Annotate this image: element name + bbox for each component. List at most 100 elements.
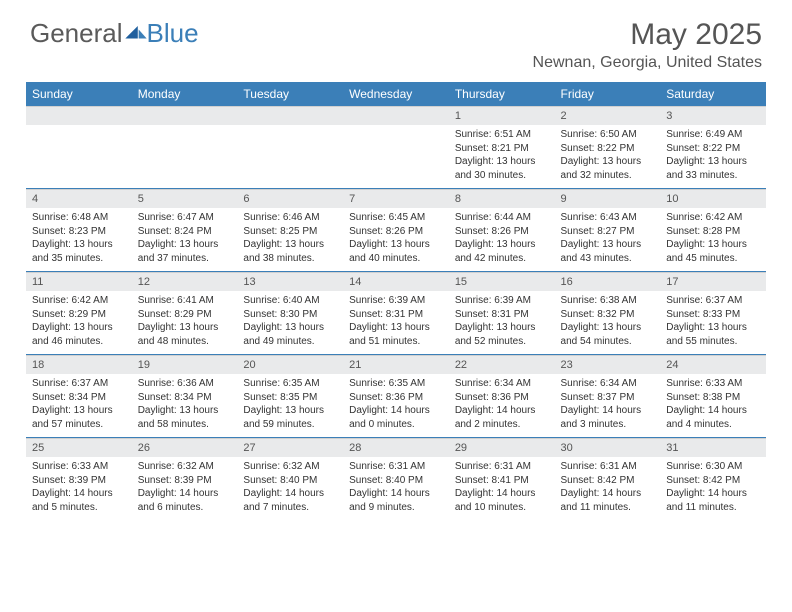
day-detail-cell: Sunrise: 6:43 AMSunset: 8:27 PMDaylight:… xyxy=(555,208,661,272)
day-number-cell: 28 xyxy=(343,439,449,458)
sunset-text: Sunset: 8:33 PM xyxy=(666,309,740,320)
sunrise-text: Sunrise: 6:31 AM xyxy=(349,461,425,472)
day-detail-cell: Sunrise: 6:34 AM Sunset: 8:36 PM Daylight:… xyxy=(449,374,555,438)
day-number-cell: 13 xyxy=(237,273,343,292)
sunrise-text: Sunrise: 6:41 AM xyxy=(138,295,214,306)
sunset-text: Sunset: 8:30 PM xyxy=(243,309,317,320)
sunset-text: Sunset: 8:35 PM xyxy=(243,392,317,403)
day-number-cell: 4 xyxy=(26,190,132,209)
day-number-cell xyxy=(237,107,343,126)
daylight-text: Daylight: 14 hours and 7 minutes. xyxy=(243,488,324,513)
daylight-text: Daylight: 14 hours and 0 minutes. xyxy=(349,405,430,430)
day-number-cell: 6 xyxy=(237,190,343,209)
sunset-text: Sunset: 8:31 PM xyxy=(455,309,529,320)
sunset-text: Sunset: 8:32 PM xyxy=(561,309,635,320)
daylight-text: Daylight: 13 hours and 54 minutes. xyxy=(561,322,642,347)
day-detail-cell: Sunrise: 6:51 AMSunset: 8:21 PMDaylight:… xyxy=(449,125,555,189)
daylight-text: Daylight: 14 hours and 5 minutes. xyxy=(32,488,113,513)
daylight-text: Daylight: 14 hours and 2 minutes. xyxy=(455,405,536,430)
sunset-text: Sunset: 8:22 PM xyxy=(561,143,635,154)
day-detail-cell: Sunrise: 6:36 AMSunset: 8:34 PMDaylight:… xyxy=(132,374,238,438)
day-detail-cell xyxy=(343,125,449,189)
day-number-cell: 2 xyxy=(555,107,661,126)
day-detail-cell: Sunrise: 6:31 AMSunset: 8:42 PMDaylight:… xyxy=(555,457,661,520)
sunset-text: Sunset: 8:24 PM xyxy=(138,226,212,237)
sunset-text: Sunset: 8:36 PM xyxy=(455,392,529,403)
sunrise-text: Sunrise: 6:44 AM xyxy=(455,212,531,223)
sunrise-text: Sunrise: 6:47 AM xyxy=(138,212,214,223)
sunset-text: Sunset: 8:23 PM xyxy=(32,226,106,237)
day-number-cell: 18 xyxy=(26,356,132,375)
day-number-cell: 24 xyxy=(660,356,766,375)
sunrise-text: Sunrise: 6:35 AM xyxy=(349,378,425,389)
day-number-cell xyxy=(343,107,449,126)
sunset-text: Sunset: 8:34 PM xyxy=(138,392,212,403)
sunset-text: Sunset: 8:39 PM xyxy=(32,475,106,486)
daylight-text: Daylight: 13 hours and 58 minutes. xyxy=(138,405,219,430)
sunrise-text: Sunrise: 6:34 AM xyxy=(455,378,531,389)
day-number-cell: 29 xyxy=(449,439,555,458)
sunrise-text: Sunrise: 6:32 AM xyxy=(138,461,214,472)
sunrise-text: Sunrise: 6:31 AM xyxy=(561,461,637,472)
month-title: May 2025 xyxy=(533,18,762,52)
day-header-monday: Monday xyxy=(132,82,238,107)
day-detail-cell: Sunrise: 6:42 AMSunset: 8:28 PMDaylight:… xyxy=(660,208,766,272)
title-block: May 2025 Newnan, Georgia, United States xyxy=(533,18,762,72)
location-text: Newnan, Georgia, United States xyxy=(533,54,762,72)
sunset-text: Sunset: 8:22 PM xyxy=(666,143,740,154)
day-number-cell: 7 xyxy=(343,190,449,209)
sunset-text: Sunset: 8:21 PM xyxy=(455,143,529,154)
daylight-text: Daylight: 13 hours and 55 minutes. xyxy=(666,322,747,347)
day-number-cell: 19 xyxy=(132,356,238,375)
day-number-cell: 22 xyxy=(449,356,555,375)
day-number-cell: 9 xyxy=(555,190,661,209)
daylight-text: Daylight: 13 hours and 57 minutes. xyxy=(32,405,113,430)
day-number-cell: 14 xyxy=(343,273,449,292)
header: General Blue May 2025 Newnan, Georgia, U… xyxy=(0,0,792,76)
sunrise-text: Sunrise: 6:37 AM xyxy=(666,295,742,306)
brand-sail-icon xyxy=(125,26,147,42)
day-header-wednesday: Wednesday xyxy=(343,82,449,107)
day-detail-cell: Sunrise: 6:49 AMSunset: 8:22 PMDaylight:… xyxy=(660,125,766,189)
day-detail-cell: Sunrise: 6:31 AMSunset: 8:40 PMDaylight:… xyxy=(343,457,449,520)
day-detail-cell: Sunrise: 6:32 AMSunset: 8:40 PMDaylight:… xyxy=(237,457,343,520)
day-detail-cell: Sunrise: 6:40 AMSunset: 8:30 PMDaylight:… xyxy=(237,291,343,355)
sunrise-text: Sunrise: 6:38 AM xyxy=(561,295,637,306)
brand-part2: Blue xyxy=(147,18,199,49)
sunrise-text: Sunrise: 6:33 AM xyxy=(32,461,108,472)
daylight-text: Daylight: 13 hours and 52 minutes. xyxy=(455,322,536,347)
day-detail-cell: Sunrise: 6:35 AMSunset: 8:35 PMDaylight:… xyxy=(237,374,343,438)
day-number-cell: 25 xyxy=(26,439,132,458)
sunrise-text: Sunrise: 6:34 AM xyxy=(561,378,637,389)
daylight-text: Daylight: 13 hours and 45 minutes. xyxy=(666,239,747,264)
daylight-text: Daylight: 13 hours and 46 minutes. xyxy=(32,322,113,347)
day-number-cell: 23 xyxy=(555,356,661,375)
day-detail-cell: Sunrise: 6:32 AMSunset: 8:39 PMDaylight:… xyxy=(132,457,238,520)
daylight-text: Daylight: 14 hours and 10 minutes. xyxy=(455,488,536,513)
day-detail-cell: Sunrise: 6:47 AMSunset: 8:24 PMDaylight:… xyxy=(132,208,238,272)
day-header-sunday: Sunday xyxy=(26,82,132,107)
daylight-text: Daylight: 14 hours and 6 minutes. xyxy=(138,488,219,513)
calendar-table: SundayMondayTuesdayWednesdayThursdayFrid… xyxy=(26,82,766,520)
sunset-text: Sunset: 8:29 PM xyxy=(32,309,106,320)
day-detail-cell: Sunrise: 6:48 AMSunset: 8:23 PMDaylight:… xyxy=(26,208,132,272)
sunset-text: Sunset: 8:31 PM xyxy=(349,309,423,320)
day-detail-cell: Sunrise: 6:31 AMSunset: 8:41 PMDaylight:… xyxy=(449,457,555,520)
daylight-text: Daylight: 13 hours and 32 minutes. xyxy=(561,156,642,181)
sunset-text: Sunset: 8:26 PM xyxy=(349,226,423,237)
sunrise-text: Sunrise: 6:49 AM xyxy=(666,129,742,140)
day-detail-cell: Sunrise: 6:44 AMSunset: 8:26 PMDaylight:… xyxy=(449,208,555,272)
sunset-text: Sunset: 8:42 PM xyxy=(666,475,740,486)
day-number-cell: 26 xyxy=(132,439,238,458)
sunrise-text: Sunrise: 6:48 AM xyxy=(32,212,108,223)
sunset-text: Sunset: 8:34 PM xyxy=(32,392,106,403)
daylight-text: Daylight: 14 hours and 11 minutes. xyxy=(561,488,642,513)
sunset-text: Sunset: 8:27 PM xyxy=(561,226,635,237)
day-number-cell xyxy=(26,107,132,126)
sunrise-text: Sunrise: 6:50 AM xyxy=(561,129,637,140)
daylight-text: Daylight: 13 hours and 51 minutes. xyxy=(349,322,430,347)
day-detail-cell: Sunrise: 6:46 AMSunset: 8:25 PMDaylight:… xyxy=(237,208,343,272)
day-header-tuesday: Tuesday xyxy=(237,82,343,107)
day-number-cell: 27 xyxy=(237,439,343,458)
sunset-text: Sunset: 8:36 PM xyxy=(349,392,423,403)
